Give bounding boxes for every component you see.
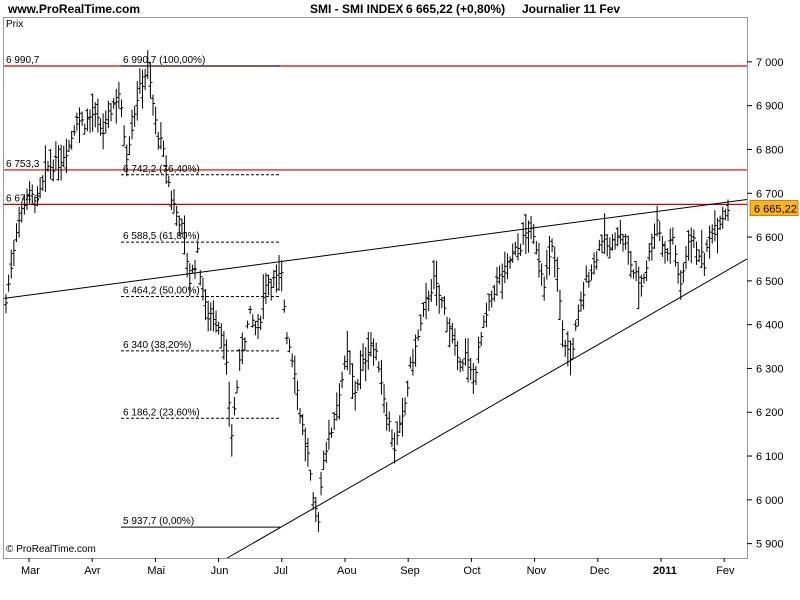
y-tick-label: 6 500 (756, 276, 784, 288)
x-tick-label: Mar (21, 565, 40, 577)
resistance-label: 6 753,3 (6, 159, 40, 170)
chart-plot-area[interactable] (3, 17, 748, 559)
x-tick-label: Mai (147, 565, 165, 577)
y-tick-label: 6 700 (756, 188, 784, 200)
fibonacci-label: 6 742,2 (76,40%) (123, 164, 200, 175)
x-tick-label: 2011 (653, 565, 677, 577)
last-price-badge (749, 200, 799, 216)
y-tick-label: 6 000 (756, 495, 784, 507)
fibonacci-label: 6 990,7 (100,00%) (123, 55, 205, 66)
x-tick-label: Nov (527, 565, 547, 577)
trendline-upper (3, 199, 748, 299)
chart-title: SMI - SMI INDEX (310, 2, 404, 16)
x-tick-label: Oct (463, 565, 480, 577)
x-tick-label: Fev (716, 565, 735, 577)
y-tick-label: 7 000 (756, 57, 784, 69)
trendline-lower (227, 258, 748, 559)
y-tick-label: 6 100 (756, 451, 784, 463)
fibonacci-label: 6 588,5 (61,80%) (123, 231, 200, 242)
chart-header: www.ProRealTime.com SMI - SMI INDEX 6 66… (0, 0, 800, 18)
y-tick-label: 6 200 (756, 407, 784, 419)
x-tick-label: Jul (274, 565, 288, 577)
y-tick-label: 6 900 (756, 101, 784, 113)
y-tick-label: 6 600 (756, 232, 784, 244)
fibonacci-label: 5 937,7 (0,00%) (123, 516, 194, 527)
x-tick-label: Jun (211, 565, 229, 577)
y-tick-label: 6 800 (756, 144, 784, 156)
fibonacci-label: 6 340 (38,20%) (123, 340, 191, 351)
last-price-label: 6 665,22 (754, 204, 797, 216)
resistance-label: 6 990,7 (6, 55, 40, 66)
site-link[interactable]: www.ProRealTime.com (8, 2, 141, 16)
y-axis-label: Prix (6, 19, 24, 30)
y-tick-label: 5 900 (756, 539, 784, 551)
period-info: Journalier 11 Fev (522, 2, 621, 16)
y-tick-label: 6 400 (756, 320, 784, 332)
x-tick-label: Aou (337, 565, 357, 577)
x-tick-label: Dec (590, 565, 610, 577)
fibonacci-label: 6 186,2 (23,60%) (123, 407, 200, 418)
price-info: 6 665,22 (+0,80%) (406, 2, 506, 16)
y-tick-label: 6 300 (756, 363, 784, 375)
x-tick-label: Sep (400, 565, 420, 577)
copyright-text: © ProRealTime.com (6, 544, 96, 555)
x-tick-label: Avr (84, 565, 101, 577)
fibonacci-label: 6 464,2 (50,00%) (123, 286, 200, 297)
